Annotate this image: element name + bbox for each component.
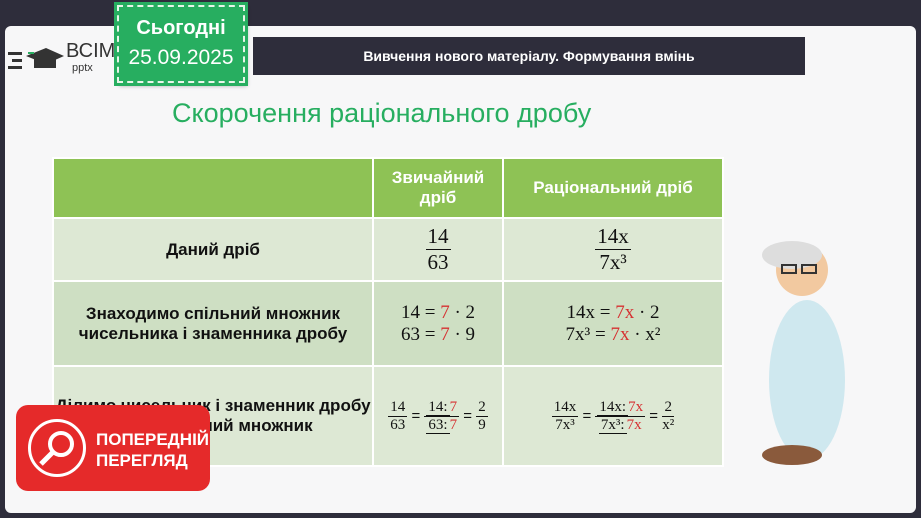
header-ordinary: Звичайний дріб [372, 157, 504, 219]
header-empty [52, 157, 374, 219]
row-label: Знаходимо спільний множник чисельника і … [52, 280, 374, 367]
professor-illustration [762, 241, 845, 465]
preview-line1: ПОПЕРЕДНІЙ [96, 430, 210, 449]
logo: ВСІМ pptx [8, 40, 118, 74]
logo-text: ВСІМ [66, 40, 116, 62]
date-value: 25.09.2025 [128, 46, 234, 69]
preview-line2: ПЕРЕГЛЯД [96, 451, 188, 470]
table-row: Даний дріб 14 63 14x 7x³ [52, 217, 724, 282]
fraction-table: Звичайний дріб Раціональний дріб Даний д… [52, 157, 724, 467]
section-header: Вивчення нового матеріалу. Формування вм… [253, 37, 805, 75]
search-icon [28, 419, 86, 477]
date-badge: Сьогодні 25.09.2025 [114, 2, 248, 86]
graduation-cap-icon [8, 48, 64, 69]
table-row: Ділимо чисельник і знаменник дробу на їх… [52, 365, 724, 467]
fraction: 14 63 [425, 224, 451, 274]
fraction: 14x 7x³ [595, 224, 631, 274]
logo-sub: pptx [72, 62, 93, 74]
preview-button[interactable]: ПОПЕРЕДНІЙ ПЕРЕГЛЯД [16, 405, 210, 491]
header-rational: Раціональний дріб [502, 157, 724, 219]
row-label: Даний дріб [52, 217, 374, 282]
table-row: Знаходимо спільний множник чисельника і … [52, 280, 724, 367]
slide-title: Скорочення раціонального дробу [172, 98, 592, 128]
date-label: Сьогодні [136, 17, 226, 39]
